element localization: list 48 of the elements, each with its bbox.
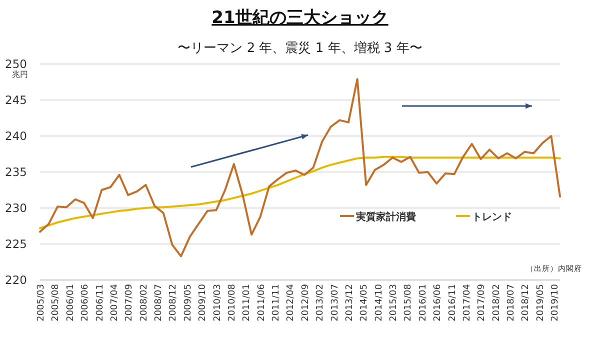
x-tick-label: 2013/07 [330, 284, 340, 322]
x-tick-label: 2012/04 [286, 284, 296, 322]
x-tick-label: 2019/10 [550, 284, 561, 322]
x-tick-label: 2006/01 [66, 284, 76, 322]
y-tick-label: 230 [5, 201, 27, 215]
x-tick-label: 2016/11 [448, 284, 458, 322]
x-tick-label: 2008/07 [154, 284, 164, 322]
x-tick-label: 2013/12 [344, 284, 355, 322]
x-tick-label: 2011/01 [242, 284, 252, 322]
x-tick-label: 2008/12 [168, 284, 179, 322]
x-tick-label: 2011/06 [256, 284, 267, 322]
x-tick-label: 2009/05 [183, 284, 194, 322]
x-tick-label: 2008/02 [139, 284, 150, 322]
x-tick-label: 2017/09 [477, 284, 488, 322]
x-tick-label: 2015/08 [404, 284, 414, 322]
chart-subtitle: 〜リーマン 2 年、震災 1 年、増税 3 年〜 [178, 40, 422, 56]
y-tick-label: 225 [5, 237, 27, 251]
x-tick-label: 2006/11 [95, 284, 106, 322]
x-tick-label: 2011/11 [272, 284, 282, 322]
y-tick-label: 240 [5, 129, 27, 143]
x-tick-label: 2018/02 [492, 284, 502, 322]
x-tick-label: 2018/07 [506, 284, 517, 322]
x-tick-label: 2017/04 [462, 284, 472, 322]
legend-label: トレンド [472, 212, 512, 223]
y-axis-title: 兆円 [12, 70, 28, 79]
y-tick-label: 250 [5, 57, 27, 71]
x-tick-label: 2005/03 [36, 284, 46, 322]
x-tick-label: 2006/06 [80, 284, 91, 322]
x-tick-label: 2015/03 [389, 284, 400, 322]
legend-label: 実質家計消費 [355, 211, 416, 223]
y-tick-label: 220 [5, 273, 27, 287]
y-tick-label: 245 [5, 93, 27, 107]
x-tick-label: 2012/09 [300, 284, 311, 322]
y-tick-label: 235 [5, 165, 27, 179]
x-tick-label: 2014/05 [360, 284, 370, 322]
x-tick-label: 2005/08 [51, 284, 62, 322]
x-tick-label: 2013/02 [316, 284, 326, 322]
chart-title: 21世紀の三大ショック [212, 8, 388, 28]
x-tick-label: 2014/10 [374, 284, 384, 322]
x-tick-label: 2010/08 [227, 284, 238, 322]
x-tick-label: 2007/04 [110, 284, 120, 322]
x-tick-label: 2009/10 [198, 284, 208, 322]
x-tick-label: 2007/09 [124, 284, 135, 322]
x-tick-label: 2010/03 [212, 284, 223, 322]
x-tick-label: 2016/01 [418, 284, 428, 322]
x-tick-label: 2018/12 [521, 284, 532, 322]
x-tick-label: 2016/06 [433, 284, 444, 322]
x-tick-label: 2019/05 [536, 284, 546, 322]
